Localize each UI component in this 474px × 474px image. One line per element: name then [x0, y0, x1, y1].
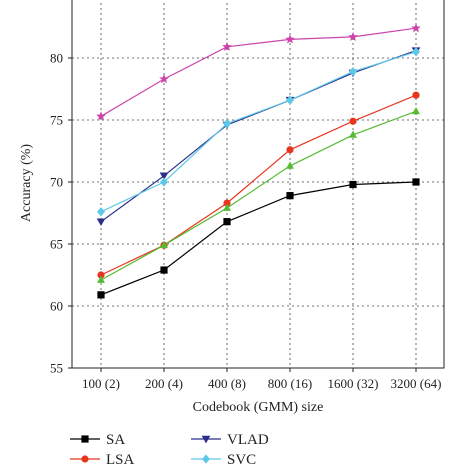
data-point: [97, 271, 105, 279]
x-tick-label: 200 (4): [145, 376, 183, 391]
data-point: [97, 207, 105, 217]
data-point: [96, 218, 106, 226]
series-layer: [96, 23, 421, 299]
data-point: [411, 23, 421, 33]
legend-label: SA: [106, 432, 125, 448]
series-line: [100, 94, 417, 276]
series-svc: [97, 47, 420, 217]
data-point: [223, 199, 231, 207]
data-point: [285, 34, 295, 44]
y-axis-title: Accuracy (%): [19, 144, 34, 222]
data-point: [160, 177, 168, 187]
legend-swatch-marker: [81, 435, 89, 443]
x-tick-label: 1600 (32): [328, 376, 379, 391]
data-point: [222, 41, 232, 51]
data-point: [348, 31, 358, 41]
data-point: [160, 240, 168, 249]
y-tick-label: 65: [50, 237, 63, 252]
legend-item-lsa: LSA: [70, 452, 135, 468]
x-axis-title: Codebook (GMM) size: [193, 400, 324, 415]
series-lsa: [97, 91, 420, 279]
series-llc: [97, 107, 420, 283]
series-line: [100, 27, 417, 117]
series-fv: [96, 23, 421, 121]
series-line: [100, 51, 417, 213]
data-point: [223, 119, 231, 129]
data-point: [159, 74, 169, 84]
legend-item-sa: SA: [70, 432, 125, 448]
legend-label: SVC: [227, 452, 256, 468]
data-point: [349, 180, 357, 189]
data-point: [286, 95, 294, 105]
legend-label: LLC: [106, 472, 134, 474]
data-point: [412, 107, 420, 115]
series-sa: [97, 178, 420, 299]
y-tick-label: 80: [50, 51, 63, 66]
plot-frame: [71, 0, 445, 369]
y-tick-label: 55: [50, 361, 63, 376]
legend-label: VLAD: [227, 432, 269, 448]
data-point: [412, 178, 420, 186]
legend: SA LSA LLC VLAD SVC FV: [70, 432, 269, 474]
data-point: [286, 192, 294, 200]
data-point: [349, 130, 357, 138]
data-point: [349, 117, 357, 125]
x-tick-label: 800 (16): [268, 376, 312, 391]
x-tick-label: 100 (2): [82, 376, 120, 391]
legend-item-llc: LLC: [106, 472, 134, 474]
legend-item-vlad: VLAD: [191, 432, 269, 448]
data-point: [349, 66, 357, 77]
y-tick-label: 60: [50, 299, 63, 314]
legend-label: FV: [227, 472, 246, 474]
data-point: [223, 203, 231, 211]
data-point: [412, 91, 420, 99]
series-line: [100, 110, 417, 281]
legend-swatch-marker: [202, 454, 210, 464]
data-point: [97, 291, 105, 299]
data-point: [160, 266, 168, 274]
data-point: [412, 47, 420, 57]
data-point: [223, 218, 231, 226]
y-tick-label: 75: [50, 113, 63, 128]
y-axis: 55 60 65 70 75 80: [50, 51, 72, 376]
x-tick-label: 400 (8): [208, 376, 246, 391]
x-tick-label: 3200 (64): [391, 376, 442, 391]
legend-label: LSA: [106, 452, 135, 468]
data-point: [159, 172, 169, 181]
legend-item-svc: SVC: [191, 452, 256, 468]
x-axis: 100 (2) 200 (4) 400 (8) 800 (16) 1600 (32) 32…: [82, 368, 441, 391]
legend-swatch-marker: [81, 455, 89, 463]
legend-swatch-marker: [201, 435, 211, 444]
y-tick-label: 70: [50, 175, 63, 190]
data-point: [96, 111, 106, 121]
data-point: [286, 161, 294, 169]
data-point: [286, 146, 294, 154]
data-point: [97, 275, 105, 283]
series-line: [100, 181, 417, 296]
series-line: [100, 50, 417, 223]
